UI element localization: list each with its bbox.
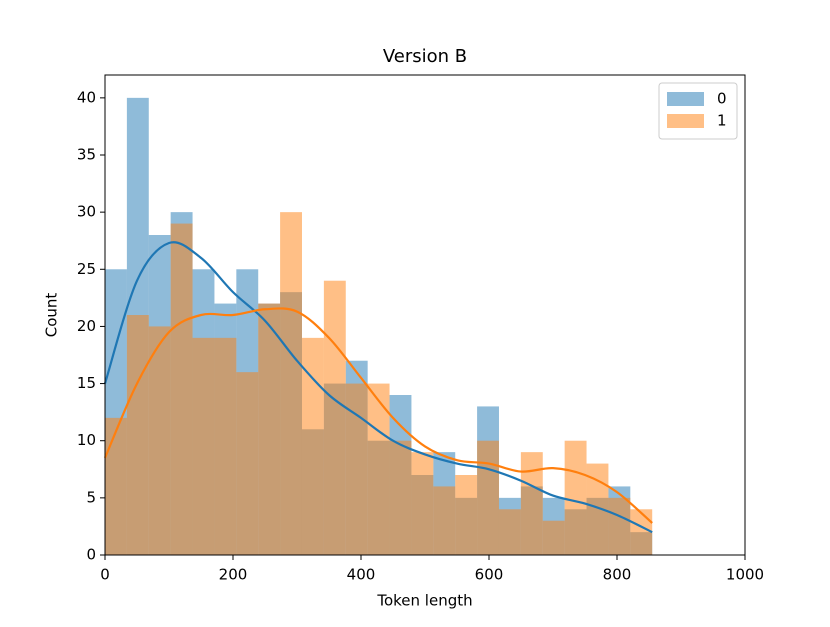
y-tick-label: 20: [77, 317, 96, 335]
histogram-bar: [389, 440, 412, 555]
x-tick-label: 400: [347, 566, 376, 584]
x-tick-label: 200: [219, 566, 248, 584]
histogram-bar: [498, 509, 521, 555]
legend-swatch: [667, 92, 704, 106]
histogram-bar: [105, 417, 127, 555]
histogram-bar: [433, 486, 456, 555]
histogram-bar: [542, 520, 565, 555]
x-tick-label: 1000: [726, 566, 764, 584]
y-tick-label: 15: [77, 374, 96, 392]
x-axis-label: Token length: [376, 592, 472, 610]
y-tick-label: 0: [86, 546, 96, 564]
y-tick-label: 40: [77, 88, 96, 106]
legend-swatch: [667, 114, 704, 128]
histogram-bar: [280, 212, 302, 555]
histogram-bar: [608, 497, 631, 555]
histogram-bar: [564, 440, 587, 555]
histogram-bar: [520, 452, 543, 555]
histogram-bar: [126, 315, 149, 555]
histogram-bar: [477, 440, 499, 555]
y-axis-label: Count: [43, 293, 61, 338]
histogram-bar: [214, 337, 237, 555]
y-tick-label: 25: [77, 260, 96, 278]
histogram-bar: [630, 509, 653, 555]
y-tick-label: 5: [86, 488, 96, 506]
histogram-bar: [170, 223, 193, 556]
kde-line: [103, 241, 653, 534]
histogram-bar: [455, 475, 478, 555]
y-tick-label: 10: [77, 431, 96, 449]
x-tick-label: 600: [475, 566, 504, 584]
y-tick-label: 30: [77, 203, 96, 221]
histogram-bar: [192, 337, 215, 555]
histogram-bar: [258, 303, 281, 555]
histogram-bar: [148, 326, 171, 555]
histogram-bar: [236, 372, 259, 555]
histogram-bar: [345, 383, 368, 555]
histogram-bar: [323, 280, 346, 555]
y-tick-label: 35: [77, 146, 96, 164]
x-tick-label: 800: [603, 566, 632, 584]
histogram-bar: [411, 452, 434, 555]
histogram-bar: [301, 337, 324, 555]
legend-label: 1: [717, 112, 727, 130]
histogram-bar: [586, 463, 609, 555]
plot-frame: [104, 74, 746, 556]
legend-label: 0: [717, 90, 727, 108]
x-tick-label: 0: [100, 566, 110, 584]
chart-title: Version B: [383, 46, 467, 67]
kde-line: [103, 307, 653, 524]
